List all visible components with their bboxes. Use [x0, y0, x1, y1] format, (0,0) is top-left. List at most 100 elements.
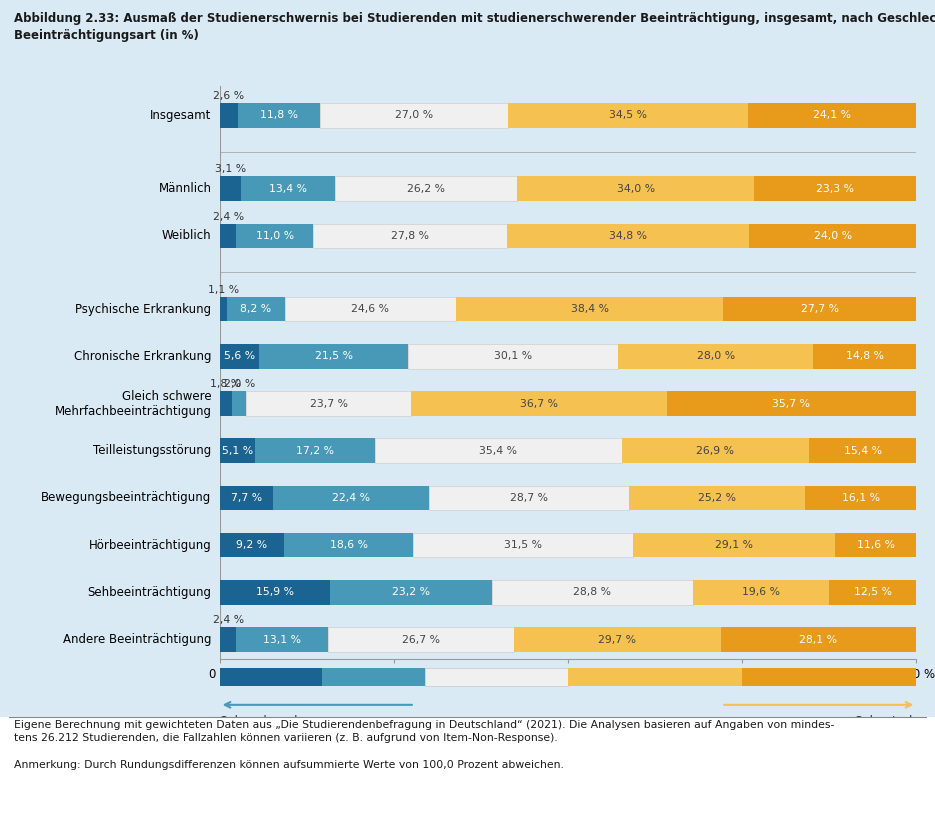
Text: 1,1 %: 1,1 %: [208, 285, 239, 295]
Bar: [829, 580, 916, 604]
Text: 35,7 %: 35,7 %: [772, 399, 811, 409]
Text: 26,9 %: 26,9 %: [697, 446, 734, 455]
Bar: [320, 103, 508, 128]
Bar: [622, 438, 809, 463]
Text: 24,1 %: 24,1 %: [813, 111, 852, 120]
Text: 35,4 %: 35,4 %: [480, 446, 517, 455]
Text: 28,1 %: 28,1 %: [799, 635, 838, 645]
Text: 1,8 %: 1,8 %: [210, 379, 241, 389]
Text: 9,2 %: 9,2 %: [237, 541, 267, 550]
Bar: [629, 486, 805, 510]
Bar: [273, 486, 429, 510]
Bar: [284, 296, 456, 321]
Text: 16,1 %: 16,1 %: [842, 493, 880, 503]
Text: Abbildung 2.33: Ausmaß der Studienerschwernis bei Studierenden mit studienerschw: Abbildung 2.33: Ausmaß der Studienerschw…: [14, 12, 935, 42]
Bar: [220, 668, 323, 686]
Bar: [813, 344, 916, 369]
Text: 34,5 %: 34,5 %: [610, 111, 647, 120]
Text: 2,4 %: 2,4 %: [212, 616, 244, 626]
Text: 29,7 %: 29,7 %: [598, 635, 636, 645]
Bar: [809, 438, 916, 463]
Text: 30,1 %: 30,1 %: [495, 351, 532, 361]
Bar: [517, 176, 754, 201]
Text: 36,7 %: 36,7 %: [520, 399, 558, 409]
Bar: [742, 668, 916, 686]
Bar: [513, 627, 721, 652]
Bar: [220, 176, 241, 201]
Bar: [220, 438, 255, 463]
Bar: [836, 533, 916, 558]
Text: 31,5 %: 31,5 %: [504, 541, 542, 550]
Text: 26,2 %: 26,2 %: [407, 183, 445, 193]
Bar: [424, 668, 568, 686]
Bar: [246, 391, 411, 416]
Text: 23,3 %: 23,3 %: [816, 183, 855, 193]
Bar: [633, 533, 836, 558]
Text: 5,1 %: 5,1 %: [222, 446, 253, 455]
Text: 29,1 %: 29,1 %: [715, 541, 754, 550]
Bar: [413, 533, 633, 558]
Text: 3,1 %: 3,1 %: [215, 165, 246, 174]
Bar: [748, 103, 916, 128]
Bar: [327, 627, 513, 652]
Bar: [409, 344, 618, 369]
Bar: [754, 176, 916, 201]
Bar: [237, 224, 313, 248]
Bar: [237, 103, 320, 128]
Text: Sehr stark: Sehr stark: [856, 715, 916, 728]
Bar: [220, 486, 273, 510]
Bar: [220, 224, 237, 248]
Bar: [411, 391, 667, 416]
Bar: [220, 391, 232, 416]
Text: Sehr schwach: Sehr schwach: [220, 715, 301, 728]
Text: 2,6 %: 2,6 %: [213, 91, 244, 102]
Bar: [220, 296, 227, 321]
Bar: [284, 533, 413, 558]
Bar: [241, 176, 335, 201]
Bar: [618, 344, 813, 369]
Text: 12,5 %: 12,5 %: [854, 587, 892, 597]
Bar: [220, 533, 284, 558]
Bar: [237, 627, 327, 652]
Bar: [313, 224, 507, 248]
Bar: [568, 668, 742, 686]
Text: Eigene Berechnung mit gewichteten Daten aus „Die Studierendenbefragung in Deutsc: Eigene Berechnung mit gewichteten Daten …: [14, 720, 834, 771]
Text: 17,2 %: 17,2 %: [296, 446, 334, 455]
Text: 15,4 %: 15,4 %: [843, 446, 882, 455]
Text: 27,0 %: 27,0 %: [395, 111, 433, 120]
Text: 23,2 %: 23,2 %: [393, 587, 430, 597]
Text: 2,0 %: 2,0 %: [223, 379, 255, 389]
Text: 23,7 %: 23,7 %: [309, 399, 348, 409]
Text: 28,7 %: 28,7 %: [511, 493, 548, 503]
Text: 13,1 %: 13,1 %: [263, 635, 301, 645]
Bar: [330, 580, 492, 604]
Text: 27,7 %: 27,7 %: [800, 304, 839, 314]
Bar: [220, 103, 237, 128]
Bar: [805, 486, 917, 510]
Bar: [492, 580, 693, 604]
Bar: [259, 344, 409, 369]
Text: 25,2 %: 25,2 %: [698, 493, 736, 503]
Bar: [667, 391, 915, 416]
Bar: [220, 580, 330, 604]
Text: 11,0 %: 11,0 %: [255, 231, 294, 241]
Text: 19,6 %: 19,6 %: [742, 587, 780, 597]
Bar: [749, 224, 916, 248]
Text: 21,5 %: 21,5 %: [314, 351, 352, 361]
Bar: [323, 668, 424, 686]
Text: 11,8 %: 11,8 %: [260, 111, 298, 120]
Text: 22,4 %: 22,4 %: [332, 493, 370, 503]
Bar: [508, 103, 748, 128]
Text: 11,6 %: 11,6 %: [856, 541, 895, 550]
Text: 5,6 %: 5,6 %: [223, 351, 255, 361]
Bar: [220, 344, 259, 369]
Text: 34,8 %: 34,8 %: [609, 231, 647, 241]
Text: 14,8 %: 14,8 %: [846, 351, 884, 361]
Text: 26,7 %: 26,7 %: [402, 635, 439, 645]
Bar: [375, 438, 622, 463]
Bar: [507, 224, 749, 248]
Bar: [721, 627, 916, 652]
Bar: [724, 296, 916, 321]
Bar: [456, 296, 724, 321]
Text: 24,0 %: 24,0 %: [813, 231, 852, 241]
